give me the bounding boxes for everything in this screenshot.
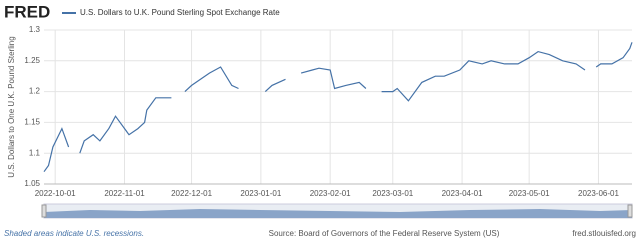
minimap-handle[interactable] — [41, 204, 47, 218]
site[interactable]: fred.stlouisfed.org — [572, 229, 636, 238]
y-tick-label: 1.2 — [29, 87, 41, 96]
y-tick-label: 1.3 — [29, 25, 41, 34]
y-tick-label: 1.25 — [24, 56, 40, 65]
recession-note: Shaded areas indicate U.S. recessions. — [4, 229, 144, 238]
x-tick-label: 2022-10-01 — [35, 189, 76, 198]
y-axis-label: U.S. Dollars to One U.K. Pound Sterling — [7, 36, 16, 177]
x-tick-label: 2022-12-01 — [171, 189, 212, 198]
x-tick-label: 2023-01-01 — [240, 189, 281, 198]
legend-label[interactable]: U.S. Dollars to U.K. Pound Sterling Spot… — [80, 8, 280, 17]
source: Source: Board of Governors of the Federa… — [269, 229, 500, 238]
x-tick-label: 2023-03-01 — [372, 189, 413, 198]
logo: FRED — [4, 2, 50, 21]
series-line — [43, 42, 633, 173]
y-tick-label: 1.15 — [24, 118, 40, 127]
x-tick-label: 2022-11-01 — [104, 189, 145, 198]
x-tick-label: 2023-02-01 — [310, 189, 351, 198]
minimap-handle[interactable] — [627, 204, 633, 218]
y-tick-label: 1.05 — [24, 179, 40, 188]
x-tick-label: 2023-05-01 — [509, 189, 550, 198]
minimap-area — [44, 209, 632, 218]
x-tick-label: 2023-04-01 — [442, 189, 483, 198]
x-tick-label: 2023-06-01 — [578, 189, 619, 198]
y-tick-label: 1.1 — [29, 148, 41, 157]
